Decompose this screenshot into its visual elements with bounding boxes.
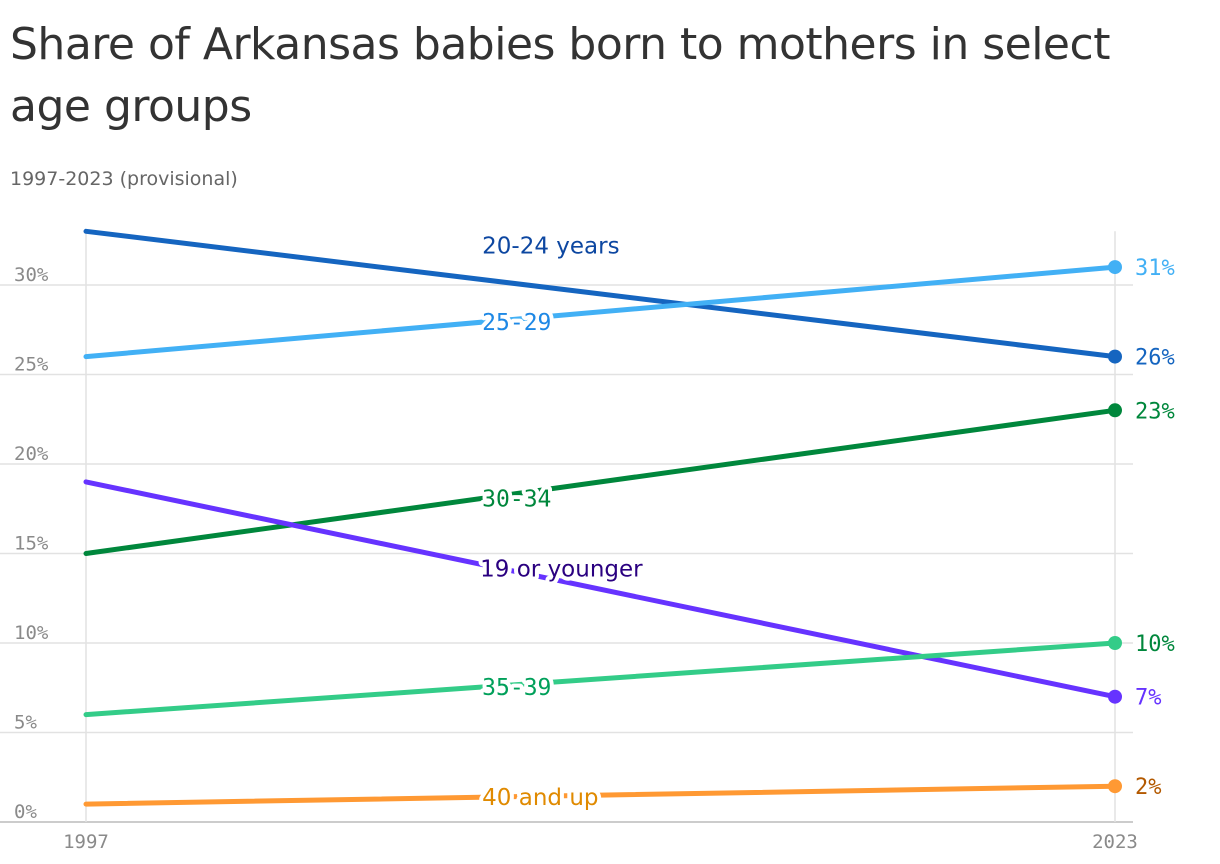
series-name-label: 25-29: [482, 310, 551, 336]
series-name-label: 30-34: [482, 486, 551, 512]
y-tick-label: 20%: [14, 443, 49, 465]
series-end-point: [1108, 349, 1122, 364]
series-end-label: 7%: [1135, 686, 1162, 711]
series-end-label: 2%: [1135, 775, 1162, 800]
series-end-point: [1108, 636, 1122, 650]
y-tick-label: 25%: [14, 354, 49, 376]
series-name-label: 20-24 years: [482, 234, 619, 260]
series-end-point: [1108, 689, 1122, 704]
series-name-label: 19 or younger: [480, 557, 643, 583]
series-line: [83, 783, 1118, 807]
series-end-label: 31%: [1135, 256, 1175, 281]
series-end-point: [1108, 779, 1122, 794]
series-name-label: 35-39: [482, 675, 551, 701]
x-tick-label: 1997: [63, 831, 109, 853]
axes: 0% 5% 10% 15% 20% 25% 30% 1997 2023: [14, 264, 1138, 853]
y-tick-label: 5%: [14, 712, 37, 734]
y-tick-label: 30%: [14, 264, 49, 286]
series-line: [83, 407, 1118, 556]
chart-title: Share of Arkansas babies born to mothers…: [10, 19, 1110, 132]
y-tick-label: 10%: [14, 622, 49, 644]
series-end-point: [1108, 260, 1122, 275]
y-tick-label: 0%: [14, 801, 37, 823]
series-end-label: 10%: [1135, 632, 1175, 657]
series-lines: [83, 228, 1122, 807]
x-tick-label: 2023: [1092, 831, 1138, 853]
series-line: [83, 228, 1118, 360]
series-end-label: 26%: [1135, 346, 1175, 371]
series-name-label: 40 and up: [482, 785, 598, 811]
series-end-label: 23%: [1135, 399, 1175, 424]
chart-subtitle: 1997-2023 (provisional): [10, 168, 238, 190]
series-line: [83, 479, 1118, 700]
series-line: [83, 264, 1118, 360]
series-end-point: [1108, 403, 1122, 418]
grid-lines: [0, 231, 1133, 823]
series-line: [83, 640, 1118, 718]
series-labels: 26% 20-24 years 31% 25-29 23% 30-34 7% 19 or yo…: [476, 230, 1175, 816]
y-tick-label: 15%: [14, 533, 49, 555]
